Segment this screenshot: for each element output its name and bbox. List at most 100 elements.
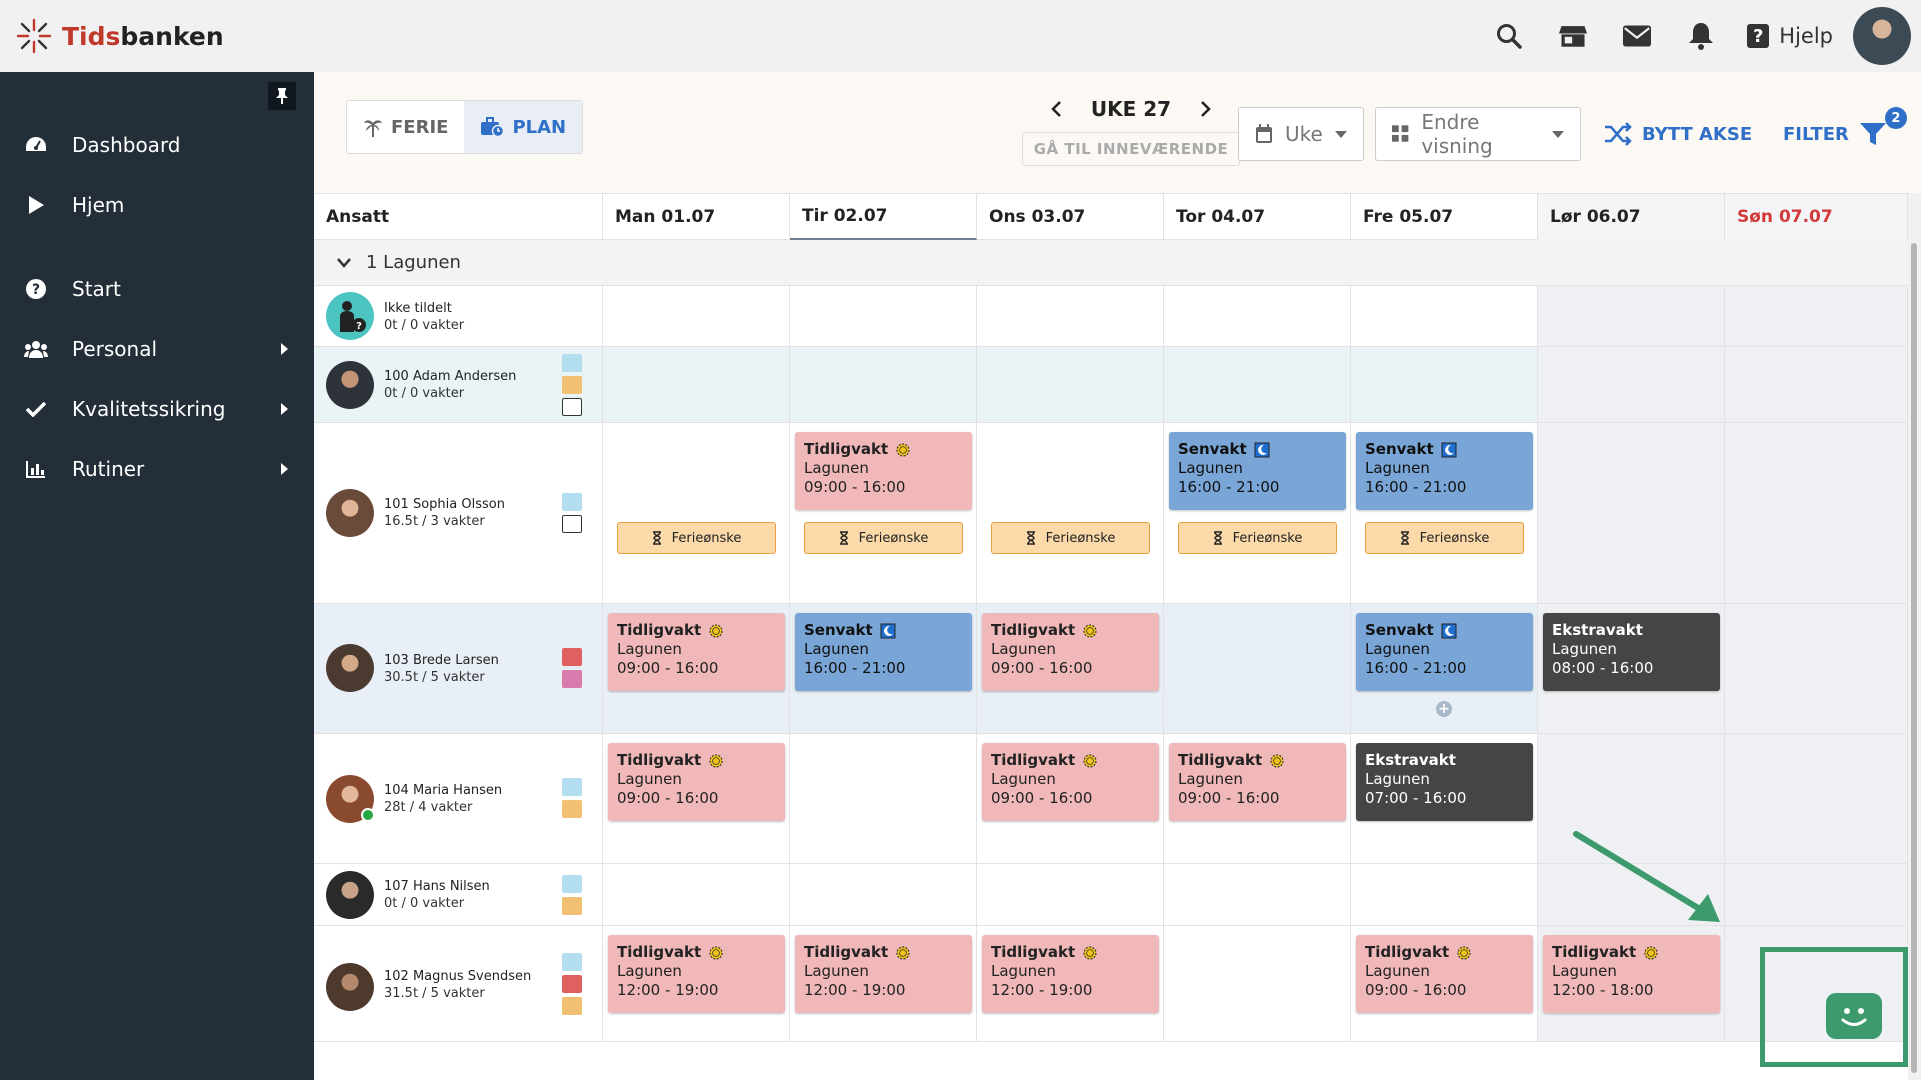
chat-widget-button[interactable] [1826,993,1882,1039]
period-select[interactable]: Uke [1238,107,1364,161]
day-header-wed[interactable]: Ons 03.07 [977,194,1164,240]
color-tag[interactable] [562,997,582,1015]
bell-icon[interactable] [1687,22,1715,50]
vertical-scrollbar[interactable] [1908,193,1921,1080]
shift-card[interactable]: Senvakt Lagunen 16:00 - 21:00 [1356,432,1533,510]
day-cell[interactable] [790,864,977,925]
day-cell[interactable] [1725,864,1908,925]
day-cell[interactable] [1164,347,1351,422]
color-tag[interactable] [562,670,582,688]
day-cell[interactable] [1164,286,1351,346]
day-cell[interactable] [1351,604,1538,733]
shift-card[interactable]: Senvakt Lagunen 16:00 - 21:00 [795,613,972,691]
day-cell[interactable] [1351,926,1538,1041]
color-tag[interactable] [562,975,582,993]
chevron-right-icon[interactable] [1197,101,1213,117]
shift-card[interactable]: Tidligvakt Lagunen 09:00 - 16:00 [608,743,785,821]
day-cell[interactable] [1164,926,1351,1041]
day-cell[interactable] [977,864,1164,925]
shift-card[interactable]: Tidligvakt Lagunen 09:00 - 16:00 [1356,935,1533,1013]
day-cell[interactable] [1538,286,1725,346]
shift-card[interactable]: Ekstravakt Lagunen 08:00 - 16:00 [1543,613,1720,691]
sidebar-item-personal[interactable]: Personal [0,326,314,372]
shift-card[interactable]: Senvakt Lagunen 16:00 - 21:00 [1169,432,1346,510]
sidebar-item-kvalitetssikring[interactable]: Kvalitetssikring [0,386,314,432]
day-cell[interactable] [1538,734,1725,863]
color-tag[interactable] [562,354,582,372]
color-tag[interactable] [562,376,582,394]
day-cell[interactable] [1725,734,1908,863]
day-cell[interactable] [603,347,790,422]
day-cell[interactable] [977,286,1164,346]
color-tag[interactable] [562,897,582,915]
day-cell[interactable] [790,926,977,1041]
employee-cell[interactable]: 102 Magnus Svendsen 31.5t / 5 vakter [314,926,603,1041]
employee-cell[interactable]: 100 Adam Andersen 0t / 0 vakter [314,347,603,422]
employee-cell[interactable]: ? Ikke tildelt 0t / 0 vakter [314,286,603,346]
store-icon[interactable] [1559,22,1588,50]
vacation-wish[interactable]: Ferieønske [804,522,963,554]
ferie-tab[interactable]: FERIE [347,101,464,153]
scrollbar-thumb[interactable] [1911,243,1917,1073]
day-cell[interactable] [1351,423,1538,603]
day-cell[interactable] [790,286,977,346]
color-tag[interactable] [562,648,582,666]
employee-column-header[interactable]: Ansatt [314,194,603,240]
day-header-mon[interactable]: Man 01.07 [603,194,790,240]
day-header-sat[interactable]: Lør 06.07 [1538,194,1725,240]
employee-cell[interactable]: 101 Sophia Olsson 16.5t / 3 vakter [314,423,603,603]
color-tag[interactable] [562,875,582,893]
vacation-wish[interactable]: Ferieønske [1178,522,1337,554]
group-row-lagunen[interactable]: 1 Lagunen [314,240,1908,286]
view-select[interactable]: Endre visning [1375,107,1581,161]
color-tag[interactable] [562,953,582,971]
shift-card[interactable]: Tidligvakt Lagunen 09:00 - 16:00 [795,432,972,510]
day-cell[interactable] [977,423,1164,603]
vacation-wish[interactable]: Ferieønske [991,522,1150,554]
search-icon[interactable] [1495,22,1523,50]
day-cell[interactable] [1725,423,1908,603]
shift-card[interactable]: Tidligvakt Lagunen 12:00 - 18:00 [1543,935,1720,1013]
plan-tab[interactable]: PLAN [464,101,583,153]
vacation-wish[interactable]: Ferieønske [1365,522,1524,554]
shift-card[interactable]: Ekstravakt Lagunen 07:00 - 16:00 [1356,743,1533,821]
shift-card[interactable]: Tidligvakt Lagunen 09:00 - 16:00 [608,613,785,691]
day-cell[interactable] [1725,286,1908,346]
day-header-thu[interactable]: Tor 04.07 [1164,194,1351,240]
shift-card[interactable]: Tidligvakt Lagunen 09:00 - 16:00 [982,613,1159,691]
day-cell[interactable] [1164,864,1351,925]
day-cell[interactable] [790,734,977,863]
pin-icon[interactable] [268,82,296,110]
shift-card[interactable]: Tidligvakt Lagunen 09:00 - 16:00 [982,743,1159,821]
day-cell[interactable] [1351,347,1538,422]
sidebar-item-rutiner[interactable]: Rutiner [0,446,314,492]
day-cell[interactable] [977,604,1164,733]
color-tag[interactable] [562,493,582,511]
goto-current-button[interactable]: GÅ TIL INNEVÆRENDE [1022,132,1240,166]
shift-card[interactable]: Tidligvakt Lagunen 09:00 - 16:00 [1169,743,1346,821]
day-cell[interactable] [1164,423,1351,603]
day-cell[interactable] [1725,347,1908,422]
color-tag[interactable] [562,778,582,796]
vacation-wish[interactable]: Ferieønske [617,522,776,554]
sidebar-item-dashboard[interactable]: Dashboard [0,122,314,168]
day-cell[interactable] [603,926,790,1041]
employee-cell[interactable]: 104 Maria Hansen 28t / 4 vakter [314,734,603,863]
tidsbanken-logo[interactable]: Tidsbanken [14,16,224,56]
help-button[interactable]: ? Hjelp [1747,24,1833,48]
day-cell[interactable] [790,423,977,603]
day-cell[interactable] [977,926,1164,1041]
day-cell[interactable] [603,286,790,346]
day-cell[interactable] [603,423,790,603]
day-cell[interactable] [603,734,790,863]
day-cell[interactable] [1538,423,1725,603]
checkbox[interactable] [562,515,582,533]
mail-icon[interactable] [1623,22,1652,50]
day-cell[interactable] [977,734,1164,863]
day-cell[interactable] [1164,604,1351,733]
day-cell[interactable] [1351,286,1538,346]
color-tag[interactable] [562,800,582,818]
day-cell[interactable] [1538,347,1725,422]
add-shift-icon[interactable]: + [1436,701,1452,717]
day-header-fri[interactable]: Fre 05.07 [1351,194,1538,240]
